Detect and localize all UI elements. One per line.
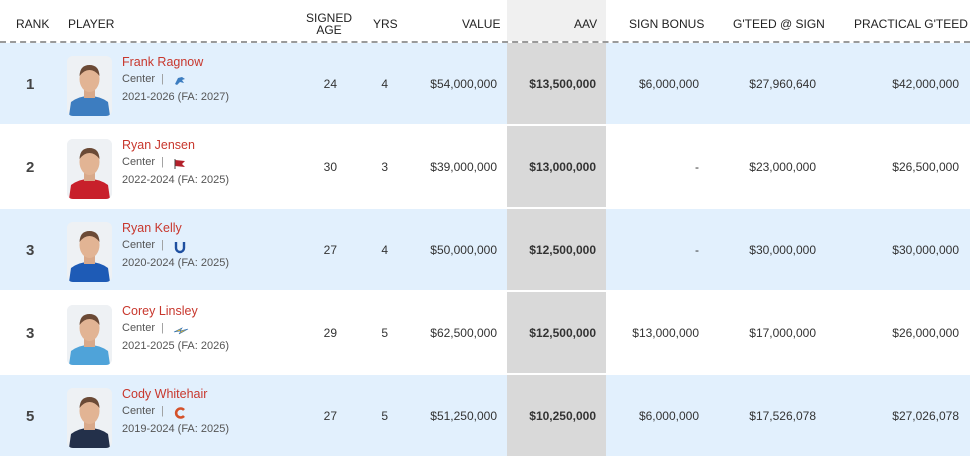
player-photo[interactable]	[67, 388, 112, 448]
player-position: Center	[122, 73, 156, 85]
rank-cell: 3	[26, 325, 35, 342]
player-position: Center	[122, 156, 156, 168]
contract-years: 2019-2024 (FA: 2025)	[122, 423, 230, 435]
header-aav[interactable]: AAV	[574, 17, 598, 31]
player-name-link[interactable]: Ryan Jensen	[122, 138, 195, 152]
aav-cell: $13,000,000	[529, 160, 596, 174]
player-position: Center	[122, 239, 156, 251]
player-photo[interactable]	[67, 56, 112, 116]
player-name-link[interactable]: Ryan Kelly	[122, 221, 182, 235]
contract-years: 2020-2024 (FA: 2025)	[122, 257, 230, 269]
practical-gteed-cell: $42,000,000	[892, 77, 959, 91]
value-cell: $39,000,000	[430, 160, 497, 174]
aav-column-bg	[507, 126, 606, 207]
yrs-cell: 4	[381, 243, 388, 257]
rank-cell: 5	[26, 408, 35, 425]
header-signed-age[interactable]: SIGNED AGE	[305, 12, 353, 36]
value-cell: $62,500,000	[430, 326, 497, 340]
gteed-at-sign-cell: $17,000,000	[749, 326, 816, 340]
practical-gteed-cell: $30,000,000	[892, 243, 959, 257]
value-cell: $50,000,000	[430, 243, 497, 257]
contract-years: 2021-2025 (FA: 2026)	[122, 340, 230, 352]
gteed-at-sign-cell: $17,526,078	[749, 409, 816, 423]
rank-cell: 1	[26, 76, 35, 93]
yrs-cell: 5	[381, 409, 388, 423]
sign-bonus-cell: $6,000,000	[638, 409, 699, 423]
aav-column-bg	[507, 43, 606, 124]
yrs-cell: 3	[381, 160, 388, 174]
header-gteed-at-sign[interactable]: G'TEED @ SIGN	[733, 17, 825, 31]
signed-age-cell: 30	[323, 160, 337, 174]
separator: |	[161, 156, 164, 168]
practical-gteed-cell: $26,000,000	[892, 326, 959, 340]
header-signed-age-line2: AGE	[316, 23, 342, 37]
value-cell: $51,250,000	[430, 409, 497, 423]
lion-icon[interactable]	[173, 74, 187, 86]
signed-age-cell: 29	[323, 326, 337, 340]
yrs-cell: 4	[381, 77, 388, 91]
header-signed-age-line1: SIGNED	[305, 11, 352, 25]
aav-cell: $10,250,000	[529, 409, 596, 423]
player-position: Center	[122, 405, 156, 417]
table-row: 5 Cody Whitehair Center | 2019-2024 (FA: 202…	[0, 375, 970, 458]
flag-icon[interactable]	[173, 157, 187, 169]
header-player[interactable]: PLAYER	[68, 17, 115, 31]
horseshoe-icon[interactable]	[173, 240, 187, 254]
player-name-link[interactable]: Frank Ragnow	[122, 55, 204, 69]
value-cell: $54,000,000	[430, 77, 497, 91]
aav-column-bg	[507, 375, 606, 456]
signed-age-cell: 24	[323, 77, 337, 91]
aav-cell: $12,500,000	[529, 326, 596, 340]
practical-gteed-cell: $27,026,078	[892, 409, 959, 423]
gteed-at-sign-cell: $23,000,000	[749, 160, 816, 174]
player-name-link[interactable]: Cody Whitehair	[122, 387, 208, 401]
separator: |	[161, 73, 164, 85]
c-logo-icon[interactable]	[173, 406, 187, 419]
aav-column-bg	[507, 209, 606, 290]
rank-cell: 3	[26, 242, 35, 259]
aav-cell: $12,500,000	[529, 243, 596, 257]
table-row: 2 Ryan Jensen Center | 2022-2024 (FA: 2025) 3…	[0, 126, 970, 209]
sign-bonus-cell: $6,000,000	[638, 77, 699, 91]
table-row: 3 Ryan Kelly Center | 2020-2024 (FA: 2025) 27…	[0, 209, 970, 292]
contract-years: 2021-2026 (FA: 2027)	[122, 91, 230, 103]
header-practical-gteed[interactable]: PRACTICAL G'TEED	[854, 17, 968, 31]
player-photo[interactable]	[67, 139, 112, 199]
aav-cell: $13,500,000	[529, 77, 596, 91]
header-value[interactable]: VALUE	[462, 17, 501, 31]
aav-header-bg	[507, 0, 606, 41]
separator: |	[161, 239, 164, 251]
player-name-link[interactable]: Corey Linsley	[122, 304, 198, 318]
gteed-at-sign-cell: $27,960,640	[749, 77, 816, 91]
contract-years: 2022-2024 (FA: 2025)	[122, 174, 230, 186]
signed-age-cell: 27	[323, 409, 337, 423]
table-row: 3 Corey Linsley Center | 2021-2025 (FA: 2026…	[0, 292, 970, 375]
sign-bonus-cell: -	[695, 243, 699, 257]
practical-gteed-cell: $26,500,000	[892, 160, 959, 174]
yrs-cell: 5	[381, 326, 388, 340]
player-photo[interactable]	[67, 222, 112, 282]
header-rank[interactable]: RANK	[16, 17, 50, 31]
aav-column-bg	[507, 292, 606, 373]
player-photo[interactable]	[67, 305, 112, 365]
signed-age-cell: 27	[323, 243, 337, 257]
table-row: 1 Frank Ragnow Center | 2021-2026 (FA: 2027)…	[0, 43, 970, 126]
rank-cell: 2	[26, 159, 35, 176]
header-sign-bonus[interactable]: SIGN BONUS	[629, 17, 705, 31]
header-yrs[interactable]: YRS	[373, 17, 398, 31]
gteed-at-sign-cell: $30,000,000	[749, 243, 816, 257]
table-header: RANK PLAYER SIGNED AGE YRS VALUE AAV SIG…	[0, 0, 970, 43]
sign-bonus-cell: $13,000,000	[632, 326, 699, 340]
player-position: Center	[122, 322, 156, 334]
bolt-icon[interactable]	[173, 323, 189, 335]
separator: |	[161, 405, 164, 417]
sign-bonus-cell: -	[695, 160, 699, 174]
separator: |	[161, 322, 164, 334]
